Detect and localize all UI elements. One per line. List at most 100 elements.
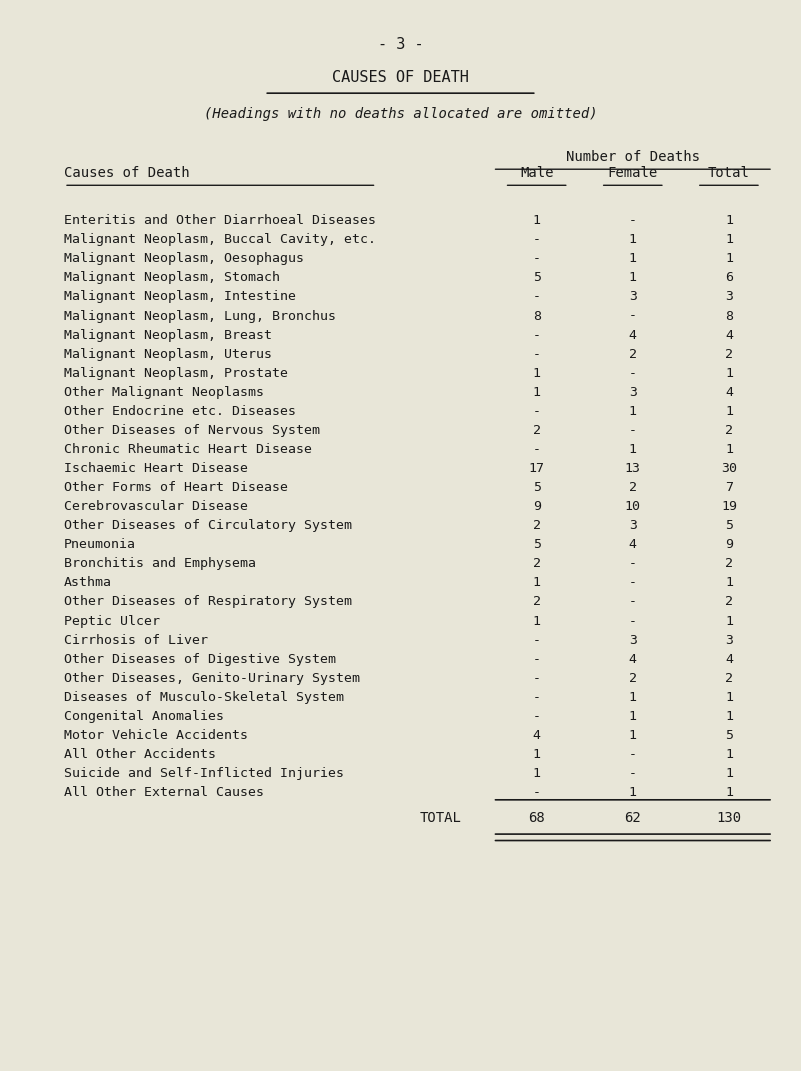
Text: 1: 1 [629, 405, 637, 418]
Text: 1: 1 [533, 615, 541, 628]
Text: -: - [629, 595, 637, 608]
Text: 2: 2 [725, 557, 733, 571]
Text: Other Forms of Heart Disease: Other Forms of Heart Disease [64, 481, 288, 494]
Text: -: - [533, 253, 541, 266]
Text: (Headings with no deaths allocated are omitted): (Headings with no deaths allocated are o… [203, 107, 598, 121]
Text: -: - [533, 634, 541, 647]
Text: Male: Male [520, 166, 553, 180]
Text: -: - [629, 576, 637, 589]
Text: Other Diseases of Digestive System: Other Diseases of Digestive System [64, 652, 336, 666]
Text: -: - [629, 557, 637, 571]
Text: 3: 3 [629, 290, 637, 303]
Text: 1: 1 [725, 576, 733, 589]
Text: 5: 5 [533, 271, 541, 285]
Text: Malignant Neoplasm, Oesophagus: Malignant Neoplasm, Oesophagus [64, 253, 304, 266]
Text: 62: 62 [625, 811, 641, 825]
Text: 9: 9 [725, 539, 733, 552]
Text: 2: 2 [533, 519, 541, 532]
Text: 1: 1 [629, 443, 637, 456]
Text: 1: 1 [629, 271, 637, 285]
Text: 2: 2 [725, 672, 733, 684]
Text: 2: 2 [533, 424, 541, 437]
Text: Other Diseases of Respiratory System: Other Diseases of Respiratory System [64, 595, 352, 608]
Text: -: - [533, 233, 541, 246]
Text: 19: 19 [721, 500, 737, 513]
Text: 4: 4 [725, 386, 733, 398]
Text: 1: 1 [725, 253, 733, 266]
Text: 1: 1 [533, 214, 541, 227]
Text: -: - [629, 310, 637, 322]
Text: Number of Deaths: Number of Deaths [566, 150, 700, 164]
Text: 5: 5 [725, 519, 733, 532]
Text: -: - [533, 786, 541, 799]
Text: 1: 1 [725, 443, 733, 456]
Text: 2: 2 [629, 348, 637, 361]
Text: Suicide and Self-Inflicted Injuries: Suicide and Self-Inflicted Injuries [64, 767, 344, 780]
Text: 1: 1 [629, 786, 637, 799]
Text: 8: 8 [533, 310, 541, 322]
Text: 1: 1 [629, 233, 637, 246]
Text: 1: 1 [629, 691, 637, 704]
Text: 1: 1 [725, 366, 733, 380]
Text: 3: 3 [629, 386, 637, 398]
Text: 4: 4 [725, 329, 733, 342]
Text: -: - [533, 710, 541, 723]
Text: Malignant Neoplasm, Intestine: Malignant Neoplasm, Intestine [64, 290, 296, 303]
Text: 5: 5 [533, 539, 541, 552]
Text: All Other External Causes: All Other External Causes [64, 786, 264, 799]
Text: 2: 2 [629, 481, 637, 494]
Text: -: - [629, 366, 637, 380]
Text: 4: 4 [629, 539, 637, 552]
Text: Causes of Death: Causes of Death [64, 166, 190, 180]
Text: Malignant Neoplasm, Breast: Malignant Neoplasm, Breast [64, 329, 272, 342]
Text: Malignant Neoplasm, Buccal Cavity, etc.: Malignant Neoplasm, Buccal Cavity, etc. [64, 233, 376, 246]
Text: CAUSES OF DEATH: CAUSES OF DEATH [332, 70, 469, 85]
Text: Malignant Neoplasm, Lung, Bronchus: Malignant Neoplasm, Lung, Bronchus [64, 310, 336, 322]
Text: 1: 1 [725, 691, 733, 704]
Text: 4: 4 [533, 729, 541, 742]
Text: Chronic Rheumatic Heart Disease: Chronic Rheumatic Heart Disease [64, 443, 312, 456]
Text: Malignant Neoplasm, Stomach: Malignant Neoplasm, Stomach [64, 271, 280, 285]
Text: Malignant Neoplasm, Prostate: Malignant Neoplasm, Prostate [64, 366, 288, 380]
Text: -: - [533, 348, 541, 361]
Text: 5: 5 [725, 729, 733, 742]
Text: Cerebrovascular Disease: Cerebrovascular Disease [64, 500, 248, 513]
Text: 2: 2 [533, 557, 541, 571]
Text: -: - [533, 443, 541, 456]
Text: -: - [533, 691, 541, 704]
Text: 4: 4 [725, 652, 733, 666]
Text: 4: 4 [629, 329, 637, 342]
Text: 17: 17 [529, 462, 545, 476]
Text: 1: 1 [533, 386, 541, 398]
Text: 1: 1 [725, 214, 733, 227]
Text: 2: 2 [629, 672, 637, 684]
Text: Cirrhosis of Liver: Cirrhosis of Liver [64, 634, 208, 647]
Text: -: - [629, 615, 637, 628]
Text: Other Diseases, Genito-Urinary System: Other Diseases, Genito-Urinary System [64, 672, 360, 684]
Text: Other Diseases of Circulatory System: Other Diseases of Circulatory System [64, 519, 352, 532]
Text: 1: 1 [533, 767, 541, 780]
Text: 13: 13 [625, 462, 641, 476]
Text: 2: 2 [725, 424, 733, 437]
Text: Other Endocrine etc. Diseases: Other Endocrine etc. Diseases [64, 405, 296, 418]
Text: TOTAL: TOTAL [420, 811, 461, 825]
Text: -: - [629, 767, 637, 780]
Text: Congenital Anomalies: Congenital Anomalies [64, 710, 224, 723]
Text: Motor Vehicle Accidents: Motor Vehicle Accidents [64, 729, 248, 742]
Text: 30: 30 [721, 462, 737, 476]
Text: Total: Total [708, 166, 750, 180]
Text: Bronchitis and Emphysema: Bronchitis and Emphysema [64, 557, 256, 571]
Text: 1: 1 [725, 786, 733, 799]
Text: Ischaemic Heart Disease: Ischaemic Heart Disease [64, 462, 248, 476]
Text: 1: 1 [629, 253, 637, 266]
Text: 2: 2 [725, 348, 733, 361]
Text: 1: 1 [725, 405, 733, 418]
Text: Pneumonia: Pneumonia [64, 539, 136, 552]
Text: 1: 1 [629, 710, 637, 723]
Text: Other Diseases of Nervous System: Other Diseases of Nervous System [64, 424, 320, 437]
Text: 1: 1 [725, 710, 733, 723]
Text: 1: 1 [533, 576, 541, 589]
Text: 2: 2 [725, 595, 733, 608]
Text: 68: 68 [529, 811, 545, 825]
Text: 1: 1 [725, 233, 733, 246]
